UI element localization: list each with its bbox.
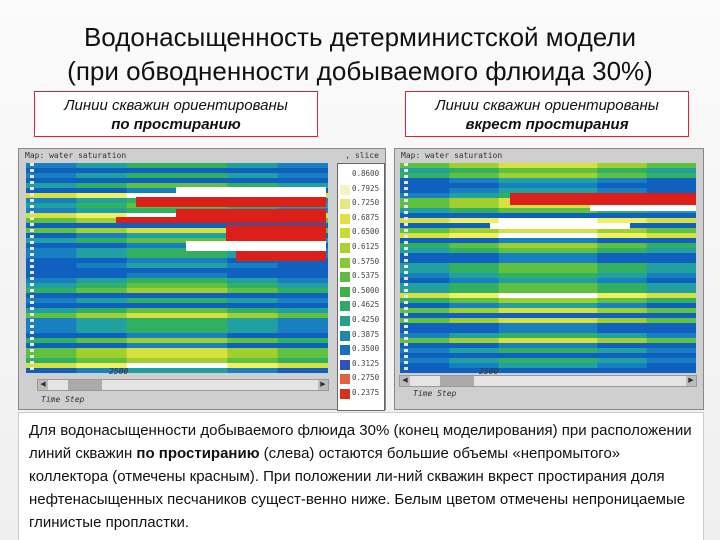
right-saturation-map: [400, 163, 696, 373]
right-caption-line1: Линии скважин ориентированы: [435, 97, 659, 114]
legend-swatch: [340, 345, 350, 356]
legend-row: 0.5000: [340, 285, 382, 299]
legend-row: 0.5750: [340, 256, 382, 270]
legend-value: 0.8600: [352, 169, 380, 178]
left-map-window: Map: water saturation , slice 0.8600 0.79…: [18, 148, 386, 411]
right-time-step-label: Time Step: [413, 389, 457, 398]
left-map-window-title: Map: water saturation: [25, 151, 127, 160]
description-bold: по простиранию: [136, 445, 260, 462]
right-scroll-right-button[interactable]: ▶: [686, 376, 696, 386]
legend-row: 0.8600: [340, 168, 382, 182]
right-scroll-left-button[interactable]: ◀: [400, 376, 410, 386]
legend-swatch: [340, 184, 350, 195]
legend-row: 0.6875: [340, 212, 382, 226]
legend-swatch: [340, 228, 350, 239]
legend-value: 0.6500: [352, 227, 380, 237]
legend-row: 0.3125: [340, 358, 382, 372]
right-time-slider[interactable]: ◀ ▶: [399, 375, 697, 387]
legend-swatch: [340, 170, 350, 180]
left-time-step-label: Time Step: [41, 395, 85, 404]
legend-row: 0.6500: [340, 226, 382, 240]
legend-swatch: [340, 301, 350, 312]
slide-title: Водонасыщенность детерминистской модели: [83, 22, 637, 52]
legend-value: 0.2375: [352, 388, 380, 397]
description-text: Для водонасыщенности добываемого флюида …: [18, 412, 704, 540]
legend-value: 0.4625: [352, 300, 380, 310]
legend-row: 0.3875: [340, 329, 382, 343]
legend-swatch: [340, 243, 350, 253]
legend-value: 0.4250: [352, 315, 380, 324]
left-caption-line2: по простиранию: [111, 116, 241, 133]
right-map-window: Map: water saturation 2500 ◀ ▶ Time Step: [394, 148, 704, 410]
legend-swatch: [340, 316, 350, 326]
right-caption: Линии скважин ориентированы вкрест прост…: [405, 91, 689, 137]
legend-value: 0.2750: [352, 373, 380, 383]
right-map-window-title: Map: water saturation: [401, 151, 503, 160]
legend-value: 0.7250: [352, 198, 380, 208]
legend-row: 0.4625: [340, 299, 382, 313]
legend-swatch: [340, 199, 350, 210]
legend-value: 0.7925: [352, 183, 380, 193]
legend-swatch: [340, 374, 350, 385]
legend-value: 0.6875: [352, 212, 380, 222]
legend-value: 0.3125: [352, 358, 380, 368]
legend-row: 0.6125: [340, 241, 382, 255]
right-step-value: 2500: [479, 367, 499, 376]
right-saturation-map-image: [400, 163, 696, 373]
left-saturation-map-image: [26, 163, 328, 373]
legend-swatch: [340, 213, 350, 224]
legend-value: 0.6125: [352, 242, 380, 251]
saturation-legend: 0.8600 0.7925 0.7250 0.6875 0.6500 0.6125 0.57…: [337, 163, 385, 411]
left-saturation-map: [26, 163, 328, 373]
description-part1: Для водонасыщенности добываемого флюида …: [29, 422, 692, 462]
legend-row: 0.7250: [340, 197, 382, 211]
legend-value: 0.5375: [352, 271, 380, 281]
left-caption: Линии скважин ориентированы по простиран…: [34, 91, 318, 137]
legend-value: 0.5750: [352, 256, 380, 266]
legend-value: 0.3500: [352, 344, 380, 354]
left-step-value: 2500: [109, 367, 129, 376]
legend-swatch: [340, 330, 350, 341]
left-map-window-title-suffix: , slice: [345, 151, 379, 160]
left-slider-thumb[interactable]: [68, 380, 102, 390]
legend-swatch: [340, 257, 350, 268]
legend-row: 0.5375: [340, 270, 382, 284]
left-time-slider[interactable]: ◀ ▶: [37, 379, 329, 391]
left-scroll-right-button[interactable]: ▶: [318, 380, 328, 390]
slide-subtitle: (при обводненности добываемого флюида 30…: [67, 56, 653, 86]
legend-value: 0.5000: [352, 285, 380, 295]
legend-row: 0.3500: [340, 343, 382, 357]
right-slider-thumb[interactable]: [440, 376, 474, 386]
legend-row: 0.7925: [340, 183, 382, 197]
legend-row: 0.2375: [340, 387, 382, 401]
legend-swatch: [340, 272, 350, 283]
left-scroll-left-button[interactable]: ◀: [38, 380, 48, 390]
legend-value: 0.3875: [352, 329, 380, 339]
legend-row: 0.2750: [340, 372, 382, 386]
legend-swatch: [340, 389, 350, 399]
legend-swatch: [340, 286, 350, 297]
left-caption-line1: Линии скважин ориентированы: [64, 97, 288, 114]
description-part2: (слева) остаются большие объемы «непромы…: [29, 445, 686, 531]
legend-swatch: [340, 359, 350, 370]
legend-row: 0.4250: [340, 314, 382, 328]
right-caption-line2: вкрест простирания: [465, 116, 629, 133]
